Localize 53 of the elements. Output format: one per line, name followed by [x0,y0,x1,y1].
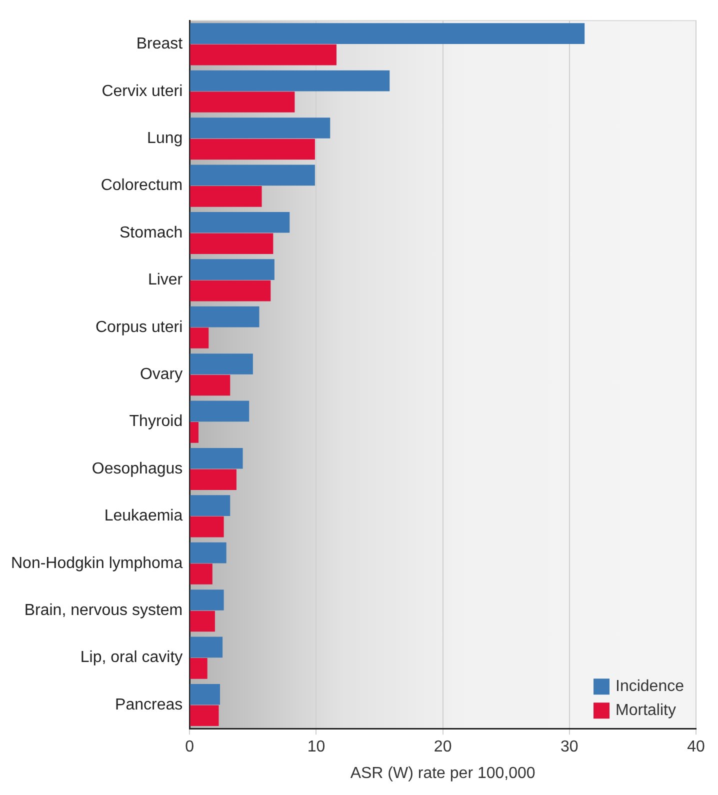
x-tick-label: 0 [185,738,194,756]
bar [190,705,219,726]
bar [190,23,585,44]
bar [190,542,226,564]
bar [190,400,250,422]
legend-label: Mortality [616,702,676,720]
bar [190,495,230,516]
bar [190,259,274,280]
y-tick-label: Ovary [140,366,183,384]
bar [190,516,224,538]
bar [190,44,336,66]
bar [190,233,274,254]
x-axis-title: ASR (W) rate per 100,000 [350,764,536,782]
y-tick-label: Corpus uteri [95,318,183,336]
bar [190,70,390,92]
x-tick-label: 40 [687,738,705,756]
bar [190,374,230,396]
bar [190,636,223,658]
bar [190,164,315,186]
y-tick-label: Lung [147,130,183,148]
x-tick-label: 30 [560,738,578,756]
y-tick-label: Thyroid [129,413,183,430]
bar [190,684,220,705]
bar [190,610,215,632]
bar [190,212,290,233]
y-tick-label: Liver [148,272,184,289]
y-tick-label: Colorectum [100,177,183,194]
bar [190,280,271,302]
y-tick-label: Cervix uteri [102,82,183,100]
bar [190,448,243,469]
bar [190,658,208,679]
y-tick-label: Oesophagus [92,460,183,478]
y-tick-label: Brain, nervous system [24,602,183,620]
bar [190,138,315,160]
y-tick-label: Pancreas [115,696,183,714]
bar [190,328,209,348]
x-tick-label: 10 [307,738,326,756]
bar [190,118,330,138]
bar [190,564,212,584]
bar [190,306,260,328]
y-tick-label: Non-Hodgkin lymphoma [10,554,183,572]
bar [190,590,224,610]
y-tick-label: Stomach [119,224,183,242]
bar [190,92,295,112]
legend-label: Incidence [616,678,684,696]
bar [190,354,253,374]
y-tick-label: Leukaemia [104,508,183,525]
bar [190,422,198,443]
x-tick-label: 20 [434,738,452,756]
y-tick-label: Lip, oral cavity [80,649,183,666]
bar [190,469,236,490]
bar [190,186,262,207]
y-tick-label: Breast [136,36,184,53]
